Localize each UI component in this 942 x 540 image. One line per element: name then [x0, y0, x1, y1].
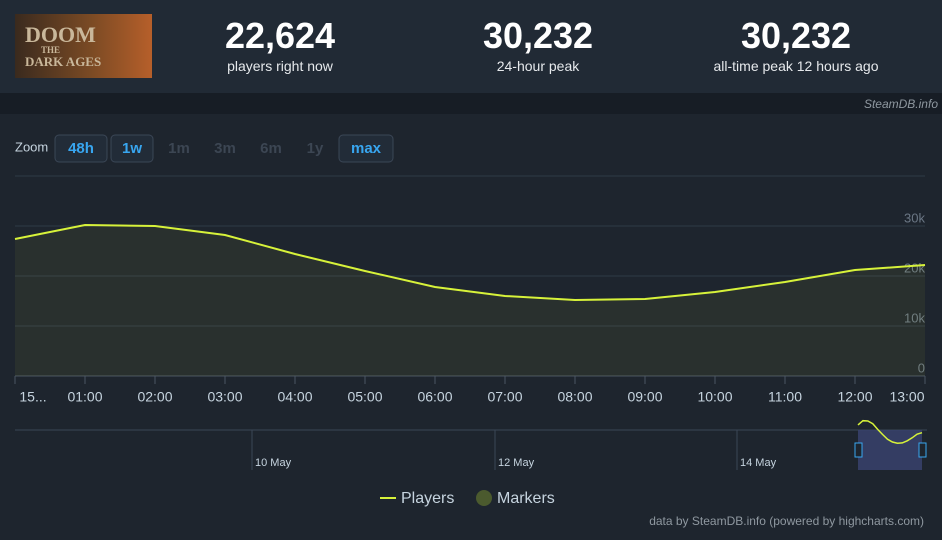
y-tick-label: 20k	[904, 260, 925, 275]
navigator-handle[interactable]	[854, 442, 863, 458]
game-logo: DOOM THE DARK AGES	[15, 14, 152, 78]
stat: 30,232 all-time peak 12 hours ago	[676, 15, 916, 75]
x-tick-label: 02:00	[137, 389, 172, 405]
zoom-button-label[interactable]: 1w	[122, 140, 142, 157]
x-tick-label: 11:00	[768, 389, 802, 405]
x-tick-label: 01:00	[67, 389, 102, 405]
x-tick-label: 15...	[19, 389, 46, 405]
legend-symbol	[476, 490, 492, 506]
navigator-date: 10 May	[255, 457, 292, 469]
line	[14, 223, 926, 302]
legend-label[interactable]: Markers	[497, 490, 555, 507]
zoom-button-label: 1m	[168, 140, 190, 157]
navigator-window	[858, 430, 922, 470]
x-tick-label: 08:00	[557, 389, 592, 405]
logo-text: DOOM	[25, 22, 96, 47]
navigator-date: 12 May	[498, 457, 535, 469]
x-tick-label: 07:00	[487, 389, 522, 405]
stat-label: players right now	[227, 58, 333, 74]
x-tick-label: 05:00	[347, 389, 382, 405]
y-tick-label: 10k	[904, 310, 925, 325]
navigator-handle[interactable]	[918, 442, 927, 458]
stat-value: 22,624	[224, 15, 336, 56]
area	[15, 225, 925, 376]
legend-label[interactable]: Players	[401, 490, 454, 507]
zoom-button[interactable]	[110, 134, 154, 163]
source: SteamDB.info	[863, 97, 938, 111]
chart-panel: Zoom 48h 1w 1m 3m 6m 1y max 0 10k 20k 30k 15... 01:00…	[0, 114, 942, 540]
credits[interactable]: data by SteamDB.info (powered by highcha…	[649, 514, 924, 528]
x-tick-label: 09:00	[627, 389, 662, 405]
navigator-line	[857, 419, 923, 444]
zoom-button-label: 3m	[214, 140, 236, 157]
x-tick-label: 10:00	[697, 389, 732, 405]
x-tick-label: 04:00	[277, 389, 312, 405]
zoom-label: Zoom	[15, 139, 48, 154]
stat-label: all-time peak 12 hours ago	[713, 58, 879, 74]
zoom-button[interactable]	[338, 134, 394, 163]
x-tick-label: 06:00	[417, 389, 452, 405]
zoom-button[interactable]	[54, 134, 108, 163]
stat-label: 24-hour peak	[496, 58, 580, 74]
zoom-button-label: 1y	[307, 140, 324, 157]
y-tick-label: 30k	[904, 210, 925, 225]
logo-text: DARK AGES	[25, 54, 102, 69]
stats-bar: DOOM THE DARK AGES 22,624 players right n…	[0, 0, 942, 93]
x-tick-label: 13:00	[889, 389, 924, 405]
stat: 30,232 24-hour peak	[418, 15, 658, 75]
y-tick-label: 0	[918, 360, 925, 375]
x-tick-label: 03:00	[207, 389, 242, 405]
chart: Zoom 48h 1w 1m 3m 6m 1y max 0 10k 20k 30k 15... 01:00…	[14, 134, 927, 528]
x-tick-label: 12:00	[837, 389, 872, 405]
navigator-date: 14 May	[740, 457, 777, 469]
stat: 22,624 players right now	[160, 15, 400, 75]
zoom-button-label[interactable]: max	[351, 140, 382, 157]
zoom-button-label[interactable]: 48h	[68, 140, 94, 157]
stat-value: 30,232	[740, 15, 852, 56]
stat-value: 30,232	[482, 15, 594, 56]
logo-text: THE	[41, 45, 61, 55]
zoom-button-label: 6m	[260, 140, 282, 157]
